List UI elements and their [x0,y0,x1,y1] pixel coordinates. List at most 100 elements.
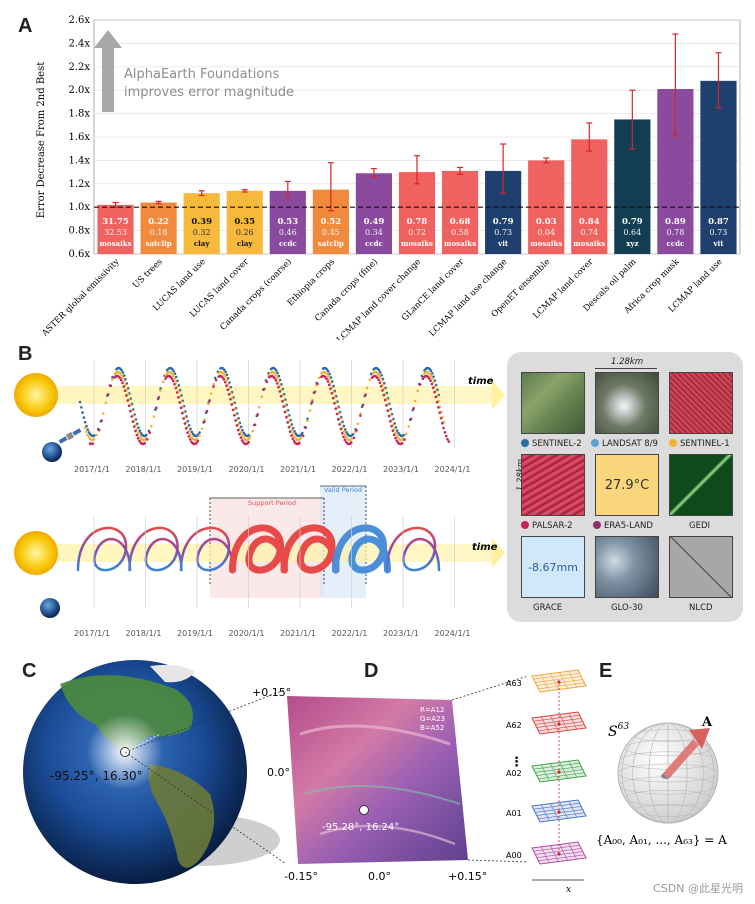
observation-dot [407,425,411,428]
observation-dot [293,435,296,438]
map-x-right: +0.15° [448,870,487,883]
observation-dot [129,409,132,413]
observation-dot [316,382,319,386]
observation-dot [222,373,226,376]
observation-dot [173,372,177,375]
observation-dot [281,399,284,403]
bar-value-label: 0.78 [407,217,428,227]
observation-dot [278,390,282,393]
observation-dot [239,425,243,429]
observation-dot [171,379,175,383]
observation-dot [389,419,392,423]
layer-label: A00 [506,851,522,860]
sentinel-1-dot-icon [669,439,677,447]
observation-dot [276,371,279,375]
observation-dot [434,395,438,399]
observation-dot [253,423,257,427]
observation-dot [329,381,333,385]
map-coordinate: -95.28°, 16.24° [322,822,399,833]
tile-landsat [595,372,659,434]
observation-dot [301,434,305,438]
observation-dot [150,424,153,428]
observation-dot [343,438,347,442]
observation-dot [290,434,293,437]
observation-dot [209,392,213,395]
observation-dot [275,382,279,385]
observation-dot [337,418,340,421]
observation-dot [444,434,448,438]
source-label-landsat: LANDSAT 8/9 [591,439,658,449]
observation-dot [418,383,422,386]
observation-dot [104,401,108,405]
observation-dot [442,426,445,430]
observation-dot [381,383,385,386]
timeline-diagram: time 2017/1/1 2018/1/1 2019/1/1 2020/1/1 202… [14,360,505,638]
observation-dot [325,377,328,381]
bar-value-label: 0.79 [622,217,643,227]
layer-grid-line [540,764,550,781]
bar [355,173,393,254]
year-label: 2018/1/1 [126,465,162,474]
observation-dot [364,393,367,397]
observation-dot [226,382,230,386]
observation-dot [247,440,250,444]
observation-dot [177,396,180,399]
observation-dot [394,431,398,435]
observation-dot [86,433,89,437]
observation-dot [306,417,309,421]
time-arrow-bottom-icon [492,538,505,568]
observation-dot [251,429,254,433]
observation-dot [291,426,295,430]
observation-dot [111,378,114,381]
observation-dot [223,380,227,384]
observation-dot [121,381,124,385]
observation-dot [87,431,91,434]
tile-scale-top: 1.28km [611,357,644,367]
observation-dot [311,400,314,403]
observation-dot [120,368,123,372]
observation-dot [275,369,278,372]
observation-dot [325,372,329,376]
observation-dot [377,368,381,372]
map-location-marker-icon [359,805,369,815]
observation-dot [174,386,178,390]
bar-method-label: mosaiks [401,239,433,248]
map-rgb-b: B=A52 [420,724,444,732]
year-label: 2023/1/1 [383,465,419,474]
satellite-icon [58,428,82,444]
observation-dot [433,379,437,382]
observation-dot [327,383,331,387]
observation-dot [400,442,404,445]
bar-method-label: clay [237,239,253,248]
observation-dot [430,382,434,386]
observation-dot [317,376,321,380]
observation-dot [429,369,433,373]
observation-dot [203,420,206,423]
grace-value: -8.67mm [528,560,578,574]
observation-dot [330,391,334,395]
layer-point [557,680,561,684]
bar-method-label: clay [194,239,210,248]
bar-value-label: 0.87 [708,217,729,227]
y-tick-label: 1.4x [68,155,90,166]
observation-dot [328,372,331,376]
observation-dot [207,402,210,406]
observation-dot [274,379,278,382]
observation-dot [145,433,148,437]
map-y-top: +0.15° [252,686,291,699]
observation-dot [435,400,439,404]
observation-dot [333,402,336,405]
map-y-mid: 0.0° [267,766,290,779]
layer-grid-line [559,762,568,779]
observation-dot [378,381,382,385]
layer-grid-line [568,843,578,860]
observation-dot [212,385,215,388]
observation-dot [257,405,261,409]
annotation-line-2: improves error magnitude [124,85,294,100]
observation-dot [326,375,330,378]
observation-dot [241,434,244,437]
tile-sentinel-1 [669,372,733,434]
observation-dot [277,380,281,383]
observation-dot [137,426,140,429]
observation-dot [433,390,436,394]
